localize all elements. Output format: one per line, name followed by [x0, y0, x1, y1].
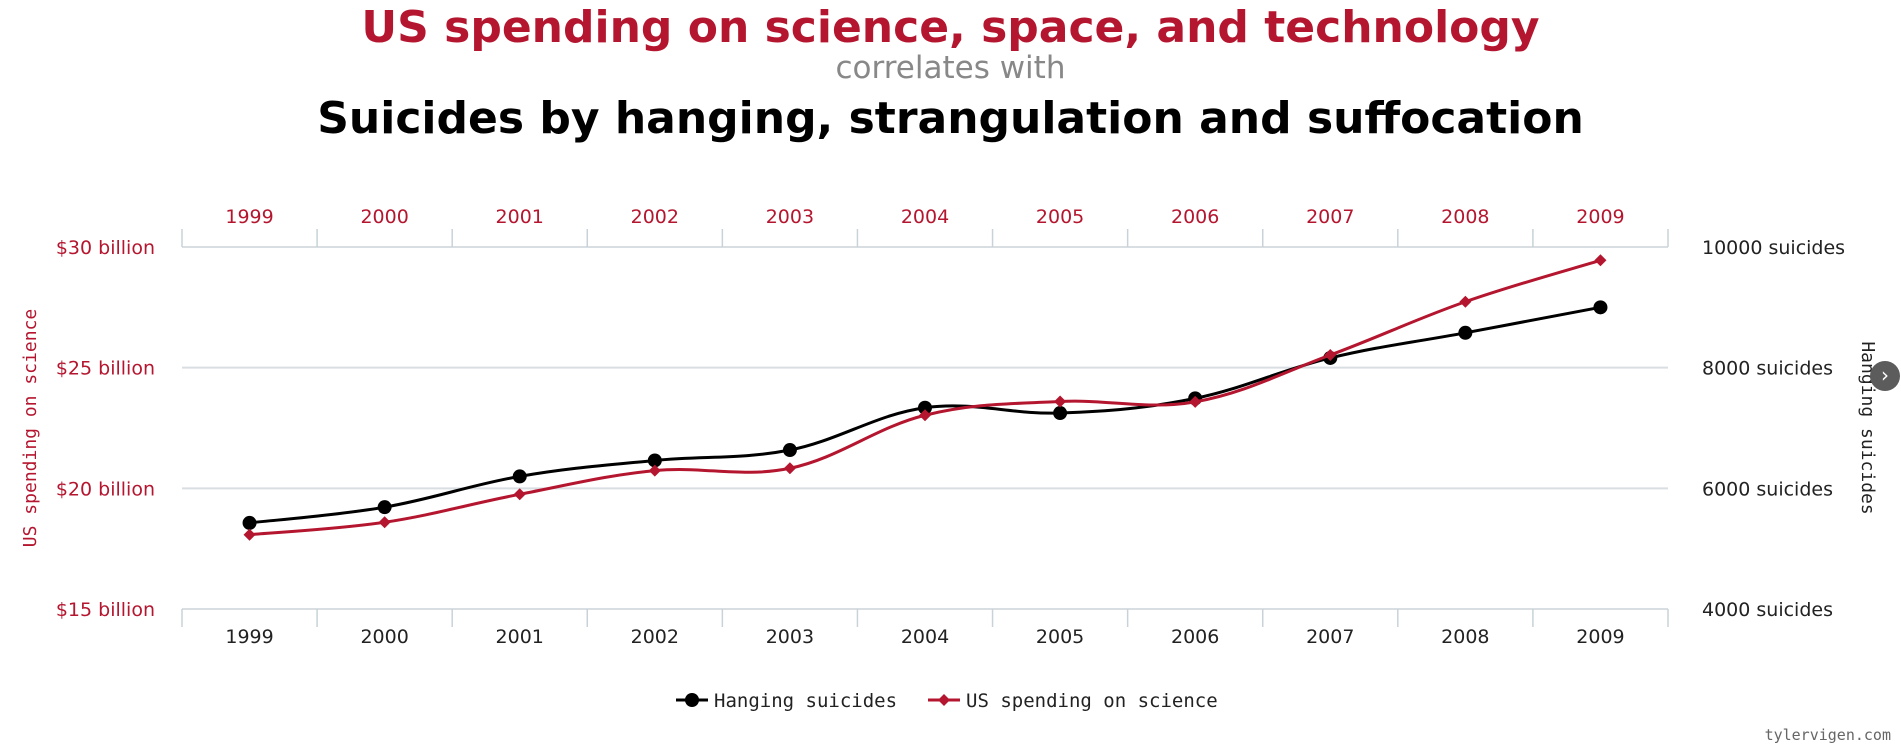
bottom-year-label: 2000	[360, 626, 408, 648]
data-point-hanging-suicides	[918, 400, 932, 415]
left-axis-title: US spending on science	[20, 309, 41, 547]
chart-title-connector: correlates with	[835, 50, 1066, 86]
data-point-us-spending	[1459, 295, 1472, 308]
right-axis-tick-label: 4000 suicides	[1702, 599, 1833, 621]
watermark-label: tylervigen.com	[1764, 726, 1891, 744]
top-year-label: 2009	[1576, 206, 1624, 228]
bottom-year-label: 1999	[225, 626, 273, 648]
right-axis-tick-label: 6000 suicides	[1702, 478, 1833, 500]
top-year-label: 1999	[225, 206, 273, 228]
legend-marker-us-spending	[938, 694, 950, 706]
legend-label-us-spending: US spending on science	[966, 690, 1218, 712]
data-point-us-spending	[1594, 254, 1607, 267]
bottom-year-label: 2009	[1576, 626, 1624, 648]
legend-label-hanging-suicides: Hanging suicides	[714, 690, 897, 712]
bottom-year-label: 2006	[1171, 626, 1219, 648]
top-year-label: 2005	[1036, 206, 1084, 228]
chart-title-primary: US spending on science, space, and techn…	[361, 2, 1540, 53]
data-point-us-spending	[783, 462, 796, 475]
data-point-hanging-suicides	[242, 515, 257, 530]
data-point-us-spending	[513, 488, 526, 501]
data-point-us-spending	[648, 464, 661, 477]
data-point-hanging-suicides	[512, 469, 527, 484]
data-point-us-spending	[1189, 395, 1202, 408]
bottom-year-label: 2001	[496, 626, 544, 648]
bottom-year-label: 2005	[1036, 626, 1084, 648]
data-point-us-spending	[243, 528, 256, 541]
data-point-hanging-suicides	[782, 443, 797, 458]
bottom-year-label: 2002	[631, 626, 679, 648]
legend-marker-hanging-suicides	[685, 693, 699, 707]
top-year-label: 2004	[901, 206, 949, 228]
left-axis-tick-label: $15 billion	[56, 599, 155, 621]
bottom-year-label: 2004	[901, 626, 949, 648]
right-axis-tick-label: 8000 suicides	[1702, 358, 1833, 380]
left-axis-tick-label: $30 billion	[56, 237, 155, 259]
series-line-us-spending	[249, 258, 1601, 537]
top-year-label: 2002	[631, 206, 679, 228]
top-year-label: 2000	[360, 206, 408, 228]
data-point-us-spending	[1324, 348, 1337, 361]
bottom-year-label: 2008	[1441, 626, 1489, 648]
data-point-hanging-suicides	[377, 500, 392, 515]
left-axis-tick-label: $25 billion	[56, 358, 155, 380]
top-year-label: 2006	[1171, 206, 1219, 228]
right-axis-tick-label: 10000 suicides	[1702, 237, 1845, 259]
chevron-right-icon[interactable]: ›	[1870, 361, 1900, 391]
data-point-hanging-suicides	[1458, 325, 1473, 340]
bottom-year-label: 2003	[766, 626, 814, 648]
data-point-us-spending	[919, 409, 931, 422]
data-point-hanging-suicides	[1053, 406, 1068, 421]
data-point-us-spending	[1054, 395, 1067, 408]
top-year-label: 2007	[1306, 206, 1354, 228]
left-axis-tick-label: $20 billion	[56, 478, 155, 500]
data-point-hanging-suicides	[647, 453, 662, 468]
top-year-label: 2003	[766, 206, 814, 228]
top-year-label: 2008	[1441, 206, 1489, 228]
data-point-us-spending	[378, 516, 391, 529]
top-year-label: 2001	[496, 206, 544, 228]
bottom-year-label: 2007	[1306, 626, 1354, 648]
chart-title-secondary: Suicides by hanging, strangulation and s…	[317, 93, 1584, 144]
data-point-hanging-suicides	[1593, 300, 1608, 315]
